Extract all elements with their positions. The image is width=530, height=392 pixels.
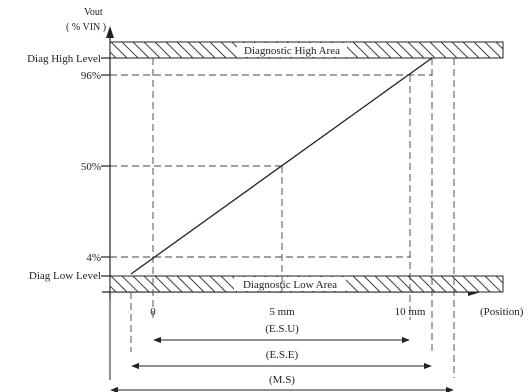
low-band-hatch-line xyxy=(154,276,172,292)
high-band-hatch-line xyxy=(495,42,503,50)
low-band-hatch-line xyxy=(429,276,447,292)
low-band-hatch-line xyxy=(518,276,530,292)
high-band-hatch-line xyxy=(518,42,530,58)
ese-label: (E.S.E) xyxy=(266,349,299,361)
low-band-hatch-line xyxy=(110,276,128,292)
high-band-hatch-line xyxy=(209,42,227,58)
low-band-hatch-line xyxy=(385,276,403,292)
low-band-hatch-line xyxy=(507,276,523,292)
high-band-hatch-line xyxy=(110,42,128,58)
high-band-hatch-line xyxy=(154,42,172,58)
low-band-hatch-line xyxy=(462,276,480,292)
low-band-hatch-line xyxy=(165,276,183,292)
low-band-hatch-line xyxy=(143,276,161,292)
high-band-hatch-line xyxy=(451,42,469,58)
low-band-hatch-line xyxy=(132,276,150,292)
high-band-hatch-line xyxy=(176,42,194,58)
low-band-hatch-line xyxy=(187,276,205,292)
low-band-hatch-line xyxy=(363,276,381,292)
high-band-hatch-line xyxy=(132,42,150,58)
high-band-hatch-line xyxy=(418,42,436,58)
diagnostic-high-band: Diagnostic High Area xyxy=(109,41,530,59)
x-tick-five-mm: 5 mm xyxy=(269,306,295,318)
esu-label: (E.S.U) xyxy=(265,323,299,335)
high-band-hatch-line xyxy=(507,42,523,58)
high-band-hatch-line xyxy=(110,51,117,58)
high-band-hatch-line xyxy=(165,42,183,58)
label-diag-high-level: Diag High Level xyxy=(27,53,101,65)
y-axis-title-line1: Vout xyxy=(84,7,103,18)
low-band-hatch-line xyxy=(176,276,194,292)
high-band-hatch-line xyxy=(462,42,480,58)
low-band-hatch-line xyxy=(110,285,117,292)
low-band-hatch-line xyxy=(198,276,216,292)
low-band-hatch-line xyxy=(374,276,392,292)
diagnostic-low-band: Diagnostic Low Area xyxy=(109,275,530,293)
ms-label: (M.S) xyxy=(269,374,295,386)
low-band-hatch-line xyxy=(451,276,469,292)
high-band-hatch-line xyxy=(484,42,502,58)
y-axis-arrowhead xyxy=(106,26,114,38)
high-band-hatch-line xyxy=(187,42,205,58)
diagnostic-low-area-label: Diagnostic Low Area xyxy=(243,279,337,291)
low-band-hatch-line xyxy=(407,276,425,292)
high-band-hatch-line xyxy=(198,42,216,58)
x-tick-zero: 0 xyxy=(150,306,156,318)
diagnostic-high-area-label: Diagnostic High Area xyxy=(244,45,340,57)
label-4-percent: 4% xyxy=(86,252,101,264)
high-band-hatch-line xyxy=(440,42,458,58)
high-band-hatch-line xyxy=(374,42,392,58)
x-tick-ten-mm: 10 mm xyxy=(395,306,426,318)
label-96-percent: 96% xyxy=(81,70,101,82)
high-band-hatch-line xyxy=(121,42,139,58)
output-ramp-line xyxy=(130,57,433,275)
low-band-hatch-line xyxy=(352,276,370,292)
x-axis-title: (Position) xyxy=(480,306,524,318)
high-band-hatch-line xyxy=(429,42,447,58)
low-band-hatch-line xyxy=(473,276,491,292)
high-band-hatch-line xyxy=(473,42,491,58)
low-band-hatch-line xyxy=(209,276,227,292)
high-band-hatch-line xyxy=(143,42,161,58)
high-band-hatch-line xyxy=(352,42,370,58)
high-band-hatch-line xyxy=(363,42,381,58)
y-axis-title-line2: ( % VIN ) xyxy=(66,22,106,33)
high-band-hatch-line xyxy=(220,42,238,58)
high-band-hatch-line xyxy=(396,42,414,58)
low-band-hatch-line xyxy=(484,276,502,292)
high-band-hatch-line xyxy=(407,42,425,58)
label-diag-low-level: Diag Low Level xyxy=(29,270,101,282)
high-band-hatch-line xyxy=(385,42,403,58)
low-band-hatch-line xyxy=(495,276,503,284)
low-band-hatch-line xyxy=(121,276,139,292)
label-50-percent: 50% xyxy=(81,161,101,173)
